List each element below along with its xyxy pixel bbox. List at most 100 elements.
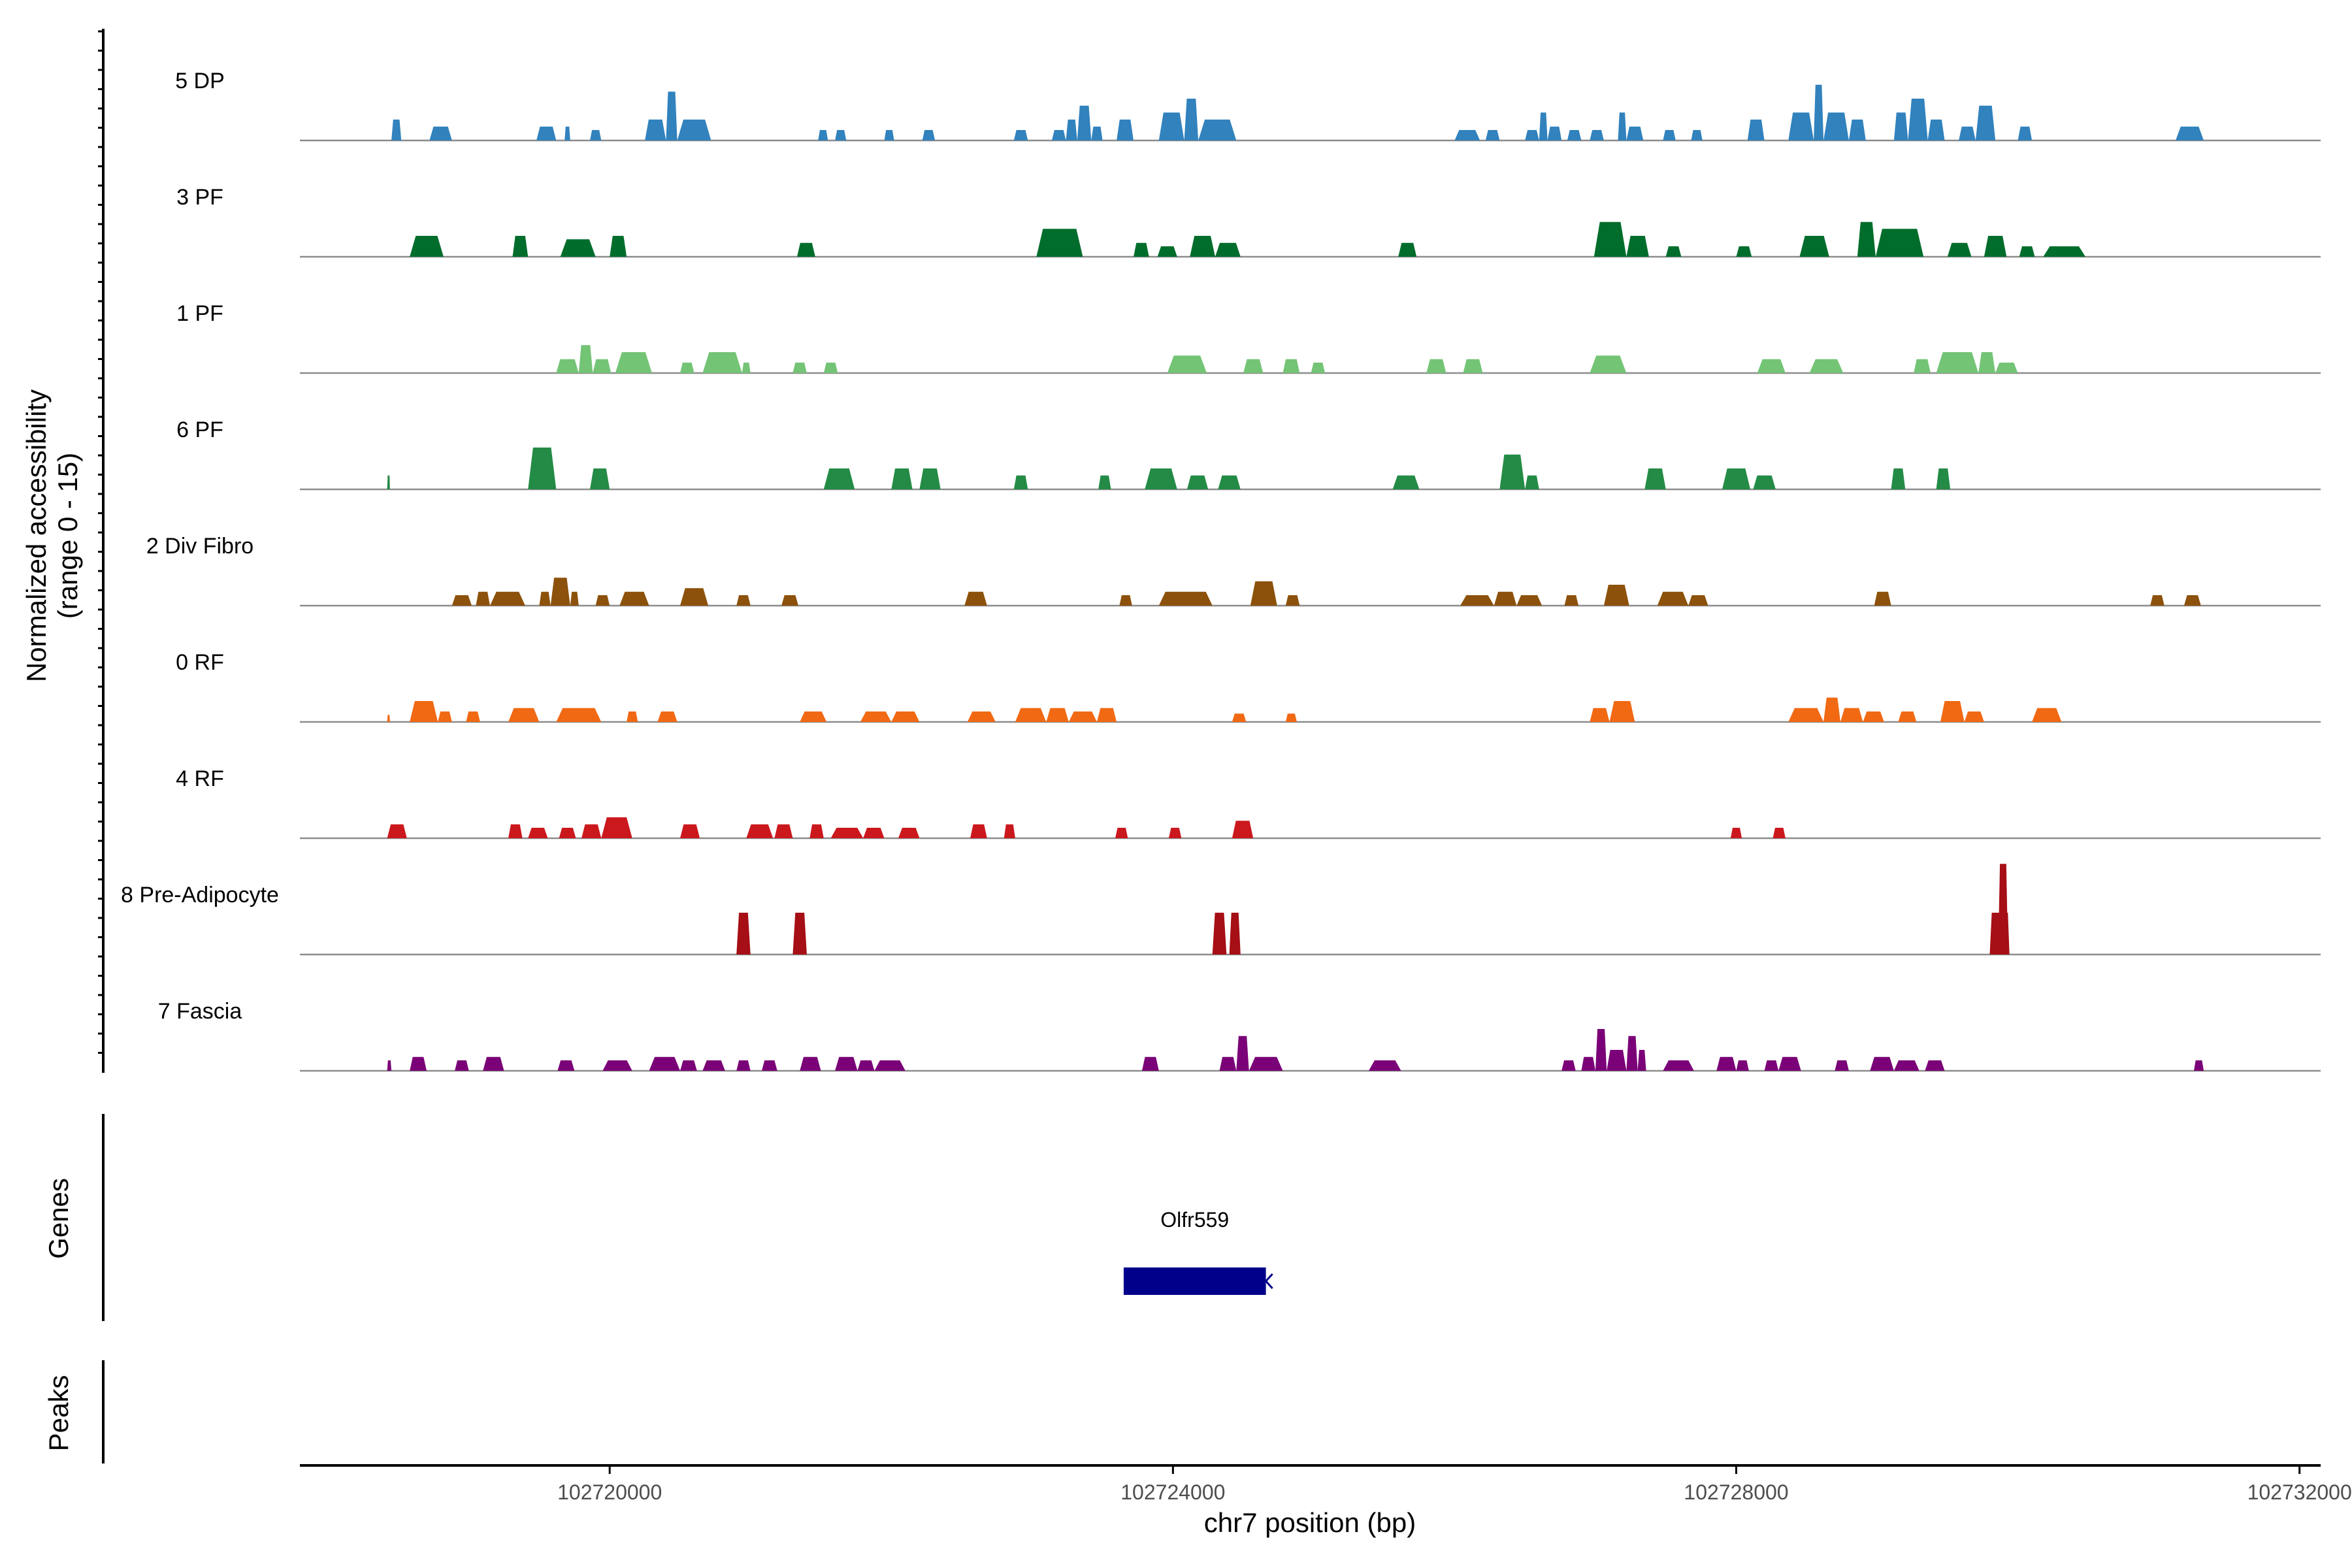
coverage-peak [2019, 246, 2035, 257]
coverage-peak [1799, 236, 1829, 257]
track-7-fascia: 7 Fascia [158, 999, 2321, 1072]
coverage-peak [1013, 130, 1028, 140]
coverage-peak [835, 130, 847, 140]
coverage-peak [1814, 84, 1824, 140]
x-tick-label: 102724000 [1120, 1480, 1225, 1504]
coverage-peak [590, 130, 602, 140]
coverage-peak [1190, 236, 1215, 257]
coverage-peak [1835, 1060, 1849, 1071]
coverage-peak [627, 711, 638, 722]
coverage-peak [1215, 242, 1241, 257]
coverage-peak [1603, 585, 1629, 606]
x-tick-label: 102720000 [557, 1480, 662, 1504]
x-tick-label: 102732000 [2247, 1480, 2352, 1504]
coverage-peak [615, 352, 652, 373]
coverage-peak [536, 126, 557, 140]
coverage-peak [578, 345, 593, 373]
coverage-peak [830, 828, 864, 838]
coverage-peak [1722, 468, 1751, 489]
coverage-peak [736, 595, 751, 606]
coverage-peak [556, 359, 579, 373]
coverage-peak [1157, 246, 1177, 257]
coverage-peak [1186, 475, 1209, 489]
coverage-peak [1564, 595, 1579, 606]
coverage-peak [1809, 359, 1844, 373]
track-8-pre-adipocyte: 8 Pre-Adipocyte [121, 864, 2321, 956]
coverage-peak [1066, 120, 1077, 140]
coverage-peak [1285, 713, 1297, 722]
track-label: 3 PF [176, 185, 223, 210]
track-label: 6 PF [176, 417, 223, 442]
coverage-peak [1626, 236, 1649, 257]
peaks-panel-label: Peaks [43, 1375, 74, 1452]
coverage-peak [1015, 708, 1047, 722]
coverage-peak [1581, 1056, 1595, 1071]
coverage-peak [1757, 359, 1786, 373]
coverage-peak [884, 130, 894, 140]
coverage-peak [466, 711, 480, 722]
coverage-peak [800, 1056, 821, 1071]
coverage-peak [1736, 246, 1752, 257]
coverage-peak [1823, 697, 1840, 722]
coverage-peak [1368, 1060, 1401, 1071]
coverage-peak [792, 913, 807, 955]
coverage-peak [1198, 120, 1237, 140]
coverage-peak [742, 363, 751, 373]
coverage-peak [1119, 595, 1132, 606]
coverage-peak [387, 1060, 392, 1071]
coverage-peak [1052, 130, 1066, 140]
track-label: 8 Pre-Adipocyte [121, 883, 279, 907]
coverage-peak [410, 1056, 427, 1071]
coverage-peak [1590, 708, 1610, 722]
coverage-peak [508, 824, 523, 838]
gene-label: Olfr559 [1160, 1208, 1229, 1232]
coverage-peak [1626, 126, 1644, 140]
coverage-peak [508, 708, 540, 722]
coverage-peak [891, 468, 913, 489]
coverage-peak [1567, 130, 1582, 140]
track-4-rf: 4 RF [176, 766, 2321, 840]
coverage-peak [490, 591, 525, 606]
coverage-peak [1499, 454, 1526, 489]
track-label: 7 Fascia [158, 999, 242, 1024]
gene-body [1123, 1267, 1266, 1295]
y-axis-title-line1: Normalized accessibility [21, 389, 52, 682]
genes-panel-label: Genes [43, 1178, 74, 1259]
coverage-peak [595, 595, 610, 606]
track-label: 2 Div Fibro [146, 534, 253, 559]
coverage-peak [1927, 120, 1945, 140]
coverage-peak [1874, 591, 1891, 606]
coverage-peak [1250, 581, 1277, 606]
coverage-peak [1539, 112, 1548, 140]
coverage-peak [2017, 126, 2033, 140]
coverage-peak [1134, 242, 1149, 257]
coverage-peak [528, 828, 548, 838]
coverage-peak [680, 588, 709, 606]
coverage-peak [1117, 120, 1134, 140]
coverage-peak [559, 828, 576, 838]
coverage-peak [387, 824, 407, 838]
coverage-peak [1893, 112, 1908, 140]
coverage-peak [1282, 359, 1300, 373]
coverage-peak [823, 363, 838, 373]
coverage-peak [1848, 120, 1866, 140]
coverage-peak [1232, 713, 1247, 722]
coverage-peak [539, 591, 551, 606]
coverage-peak [1607, 1050, 1627, 1071]
coverage-peak [1891, 468, 1906, 489]
coverage-peak [528, 448, 557, 489]
coverage-peak [593, 359, 612, 373]
coverage-peak [1593, 221, 1627, 257]
coverage-peak [1036, 229, 1083, 257]
coverage-peak [1311, 363, 1326, 373]
coverage-peak [1908, 99, 1928, 140]
coverage-peak [1691, 130, 1703, 140]
coverage-peak [746, 824, 774, 838]
coverage-peak [1863, 711, 1884, 722]
coverage-peak [818, 130, 828, 140]
coverage-peak [1236, 1036, 1249, 1071]
coverage-peak [2001, 913, 2010, 955]
coverage-peak [387, 715, 390, 722]
coverage-peak [2183, 595, 2201, 606]
